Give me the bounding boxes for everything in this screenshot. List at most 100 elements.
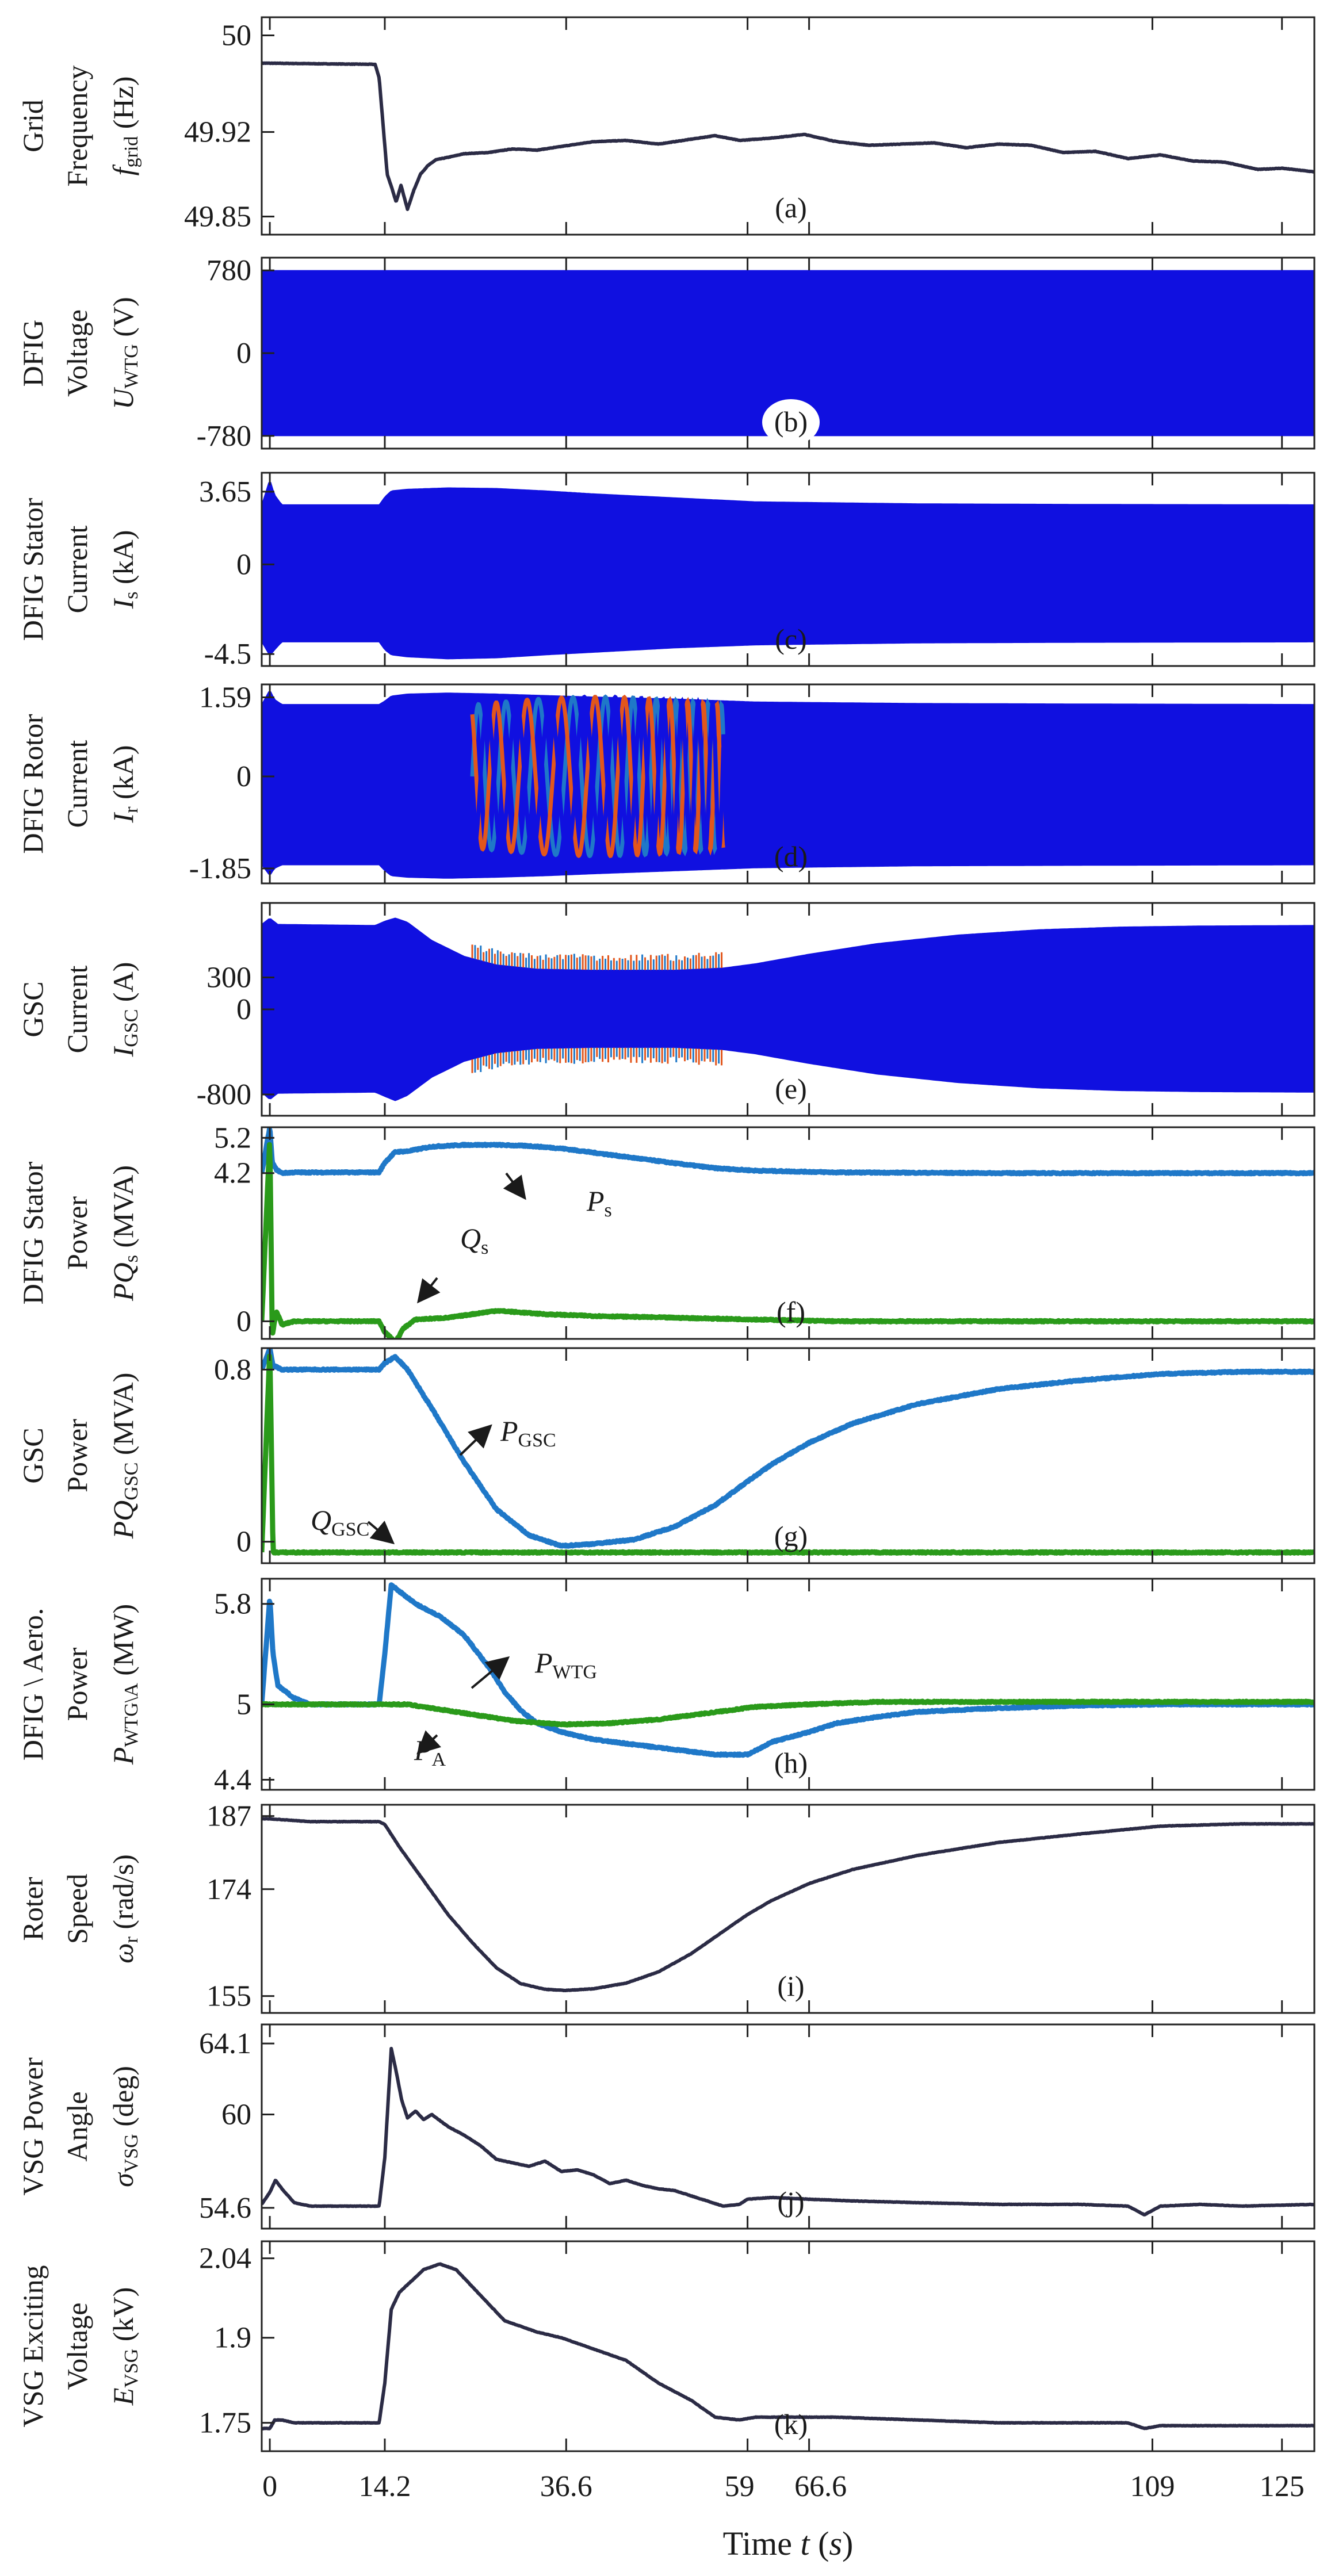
y-tick-label: 0 xyxy=(236,760,251,793)
panel-i-frame xyxy=(261,1804,1315,2014)
panel-h-plot xyxy=(262,1582,1314,1758)
y-tick-label: 49.92 xyxy=(184,116,251,149)
y-tick-label: -4.5 xyxy=(204,638,251,671)
y-axis-label-line: Roter xyxy=(17,1877,49,1940)
annotation-arrow xyxy=(459,1424,492,1456)
series-h-P_A xyxy=(262,1698,1314,1728)
annotation-arrow xyxy=(417,1277,441,1304)
y-axis-symbol: Ir (kA) xyxy=(107,745,142,824)
panel-e-plot xyxy=(262,917,1314,1101)
symbol-unit: (MVA) xyxy=(107,1165,139,1255)
annotation-P_s: Ps xyxy=(586,1185,612,1221)
x-title-unit: s xyxy=(829,2525,842,2562)
y-tick-label: 2.04 xyxy=(199,2242,251,2275)
y-axis-label-line: DFIG Rotor xyxy=(17,714,49,853)
symbol-main: ω xyxy=(107,1943,139,1963)
y-axis-label-line: Angle xyxy=(61,2091,93,2161)
panel-d-plot xyxy=(262,691,1314,879)
y-axis-label-line: GSC xyxy=(17,981,49,1037)
y-axis-label-line: DFIG Stator xyxy=(17,497,49,641)
y-tick-label: 4.2 xyxy=(214,1157,251,1190)
y-axis-label-line: DFIG \ Aero. xyxy=(17,1608,49,1760)
annotation-sub: GSC xyxy=(331,1519,369,1540)
y-axis-label-line: Frequency xyxy=(61,65,93,186)
panel-d: 1.59 0 -1.85 DFIG Rotor Current Ir (kA) (d) xyxy=(17,681,1315,885)
symbol-sub: s xyxy=(121,1255,142,1262)
y-tick-label: 1.59 xyxy=(199,681,251,714)
panel-label-c: (c) xyxy=(775,623,807,655)
panel-g-frame xyxy=(261,1347,1315,1564)
y-axis-symbol: PQs (MVA) xyxy=(107,1165,142,1302)
annotation-main: P xyxy=(500,1415,518,1447)
series-g-Q_GSC xyxy=(262,1353,1314,1556)
y-axis-label-line: VSG Power xyxy=(17,2057,49,2196)
y-tick-label: 64.1 xyxy=(199,2027,251,2060)
panel-label-f: (f) xyxy=(777,1296,805,1328)
annotation-P_A: PA xyxy=(414,1734,446,1770)
symbol-sub: r xyxy=(121,806,142,813)
y-axis-symbol: σVSG (deg) xyxy=(107,2066,142,2187)
panel-label-g: (g) xyxy=(774,1520,808,1552)
series-k-E_VSG xyxy=(262,2262,1314,2430)
x-tick-label: 0 xyxy=(262,2470,277,2503)
y-axis-symbol: EVSG (kV) xyxy=(107,2287,142,2406)
y-axis-label-line: Voltage xyxy=(61,2303,93,2390)
panel-label-d: (d) xyxy=(774,840,808,872)
series-j-sigma_VSG xyxy=(262,2046,1314,2217)
panel-a-frame xyxy=(261,16,1315,236)
y-axis-symbol: ωr (rad/s) xyxy=(107,1854,142,1963)
series-f-Q_s xyxy=(262,1142,1314,1339)
symbol-unit: (Hz) xyxy=(107,76,139,136)
symbol-sub: WTG\A xyxy=(121,1683,142,1747)
symbol-main: PQ xyxy=(107,1501,139,1540)
symbol-sub: GSC xyxy=(121,1463,142,1501)
y-axis-label-line: Power xyxy=(61,1647,93,1721)
annotation-main: Q xyxy=(311,1504,331,1536)
x-tick-label: 125 xyxy=(1260,2470,1305,2503)
x-axis-title: Time t (s) xyxy=(723,2525,854,2562)
symbol-main: E xyxy=(107,2388,139,2406)
x-tick-label: 36.6 xyxy=(540,2470,592,2503)
panel-f-plot xyxy=(262,1127,1314,1339)
y-axis-label-line: Grid xyxy=(17,99,49,152)
annotation-P_GSC: PGSC xyxy=(500,1415,556,1451)
series-i-omega_r xyxy=(262,1817,1314,1992)
x-tick-label: 66.6 xyxy=(794,2470,847,2503)
y-axis-symbol: IGSC (A) xyxy=(107,962,142,1058)
x-title-prefix: Time xyxy=(723,2525,801,2562)
y-tick-label: 0 xyxy=(236,548,251,581)
osc-d-2 xyxy=(470,694,725,858)
panel-c-frame xyxy=(261,472,1315,667)
symbol-sub: VSG xyxy=(121,2349,142,2388)
annotation-sub: GSC xyxy=(518,1430,556,1451)
panel-k-plot xyxy=(262,2262,1314,2430)
panel-f-frame xyxy=(261,1126,1315,1340)
annotation-Q_s: Qs xyxy=(460,1222,488,1258)
y-tick-label: 0 xyxy=(236,993,251,1026)
panel-k-frame xyxy=(261,2240,1315,2452)
panel-g-plot xyxy=(262,1348,1314,1556)
y-tick-label: 0.8 xyxy=(214,1353,251,1386)
x-tick-label: 14.2 xyxy=(358,2470,411,2503)
y-tick-label: 50 xyxy=(221,20,251,52)
series-h-P_WTG xyxy=(262,1582,1314,1758)
panel-label-e: (e) xyxy=(775,1073,807,1105)
y-axis-label-line: Current xyxy=(61,966,93,1054)
y-axis-symbol: PWTG\A (MW) xyxy=(107,1604,142,1765)
y-tick-label: 4.4 xyxy=(214,1764,251,1797)
symbol-sub: VSG xyxy=(121,2134,142,2173)
panel-c-plot xyxy=(262,482,1314,660)
annotation-P_WTG: PWTG xyxy=(534,1647,597,1683)
band-b-0 xyxy=(262,270,1314,437)
annotation-main: Q xyxy=(460,1222,481,1254)
panel-b: 780 0 -780 DFIG Voltage UWTG (V) (b) xyxy=(17,254,1315,453)
annotation-sub: A xyxy=(432,1749,446,1770)
osc-d-1 xyxy=(470,694,725,859)
symbol-main: I xyxy=(107,1046,139,1057)
y-tick-label: 0 xyxy=(236,337,251,370)
